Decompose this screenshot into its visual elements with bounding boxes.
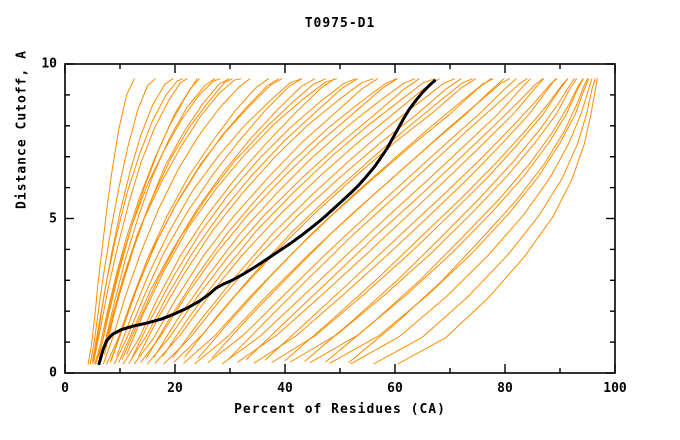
prediction-curve — [126, 78, 338, 355]
prediction-curve — [100, 78, 233, 360]
prediction-curve — [94, 78, 198, 365]
prediction-curve — [290, 78, 577, 363]
prediction-curve — [373, 78, 596, 365]
reference-curve — [97, 79, 437, 366]
curves-layer — [87, 78, 598, 366]
prediction-curve — [106, 78, 269, 365]
prediction-curve — [183, 78, 492, 364]
y-axis-label: Distance Cutoff, A — [14, 50, 30, 209]
prediction-curve — [253, 78, 557, 364]
x-tick-label: 40 — [277, 381, 293, 396]
prediction-curve — [116, 78, 302, 357]
prediction-curve — [211, 78, 510, 359]
prediction-curve — [348, 78, 588, 363]
prediction-curve — [194, 78, 505, 365]
prediction-curve — [97, 78, 216, 365]
prediction-curve — [145, 78, 397, 359]
prediction-curve — [350, 78, 593, 365]
prediction-curve — [87, 78, 135, 365]
prediction-curve — [197, 78, 494, 359]
x-tick-label: 20 — [167, 381, 183, 396]
prediction-curve — [114, 78, 302, 365]
y-tick-label: 0 — [49, 365, 57, 381]
prediction-curve — [173, 78, 476, 363]
prediction-curve — [153, 78, 416, 358]
prediction-curve — [154, 78, 440, 364]
prediction-curve — [246, 78, 543, 360]
prediction-curve — [138, 78, 374, 357]
prediction-curve — [284, 78, 569, 362]
prediction-curve — [103, 78, 251, 365]
prediction-curve — [221, 78, 531, 365]
prediction-curve — [147, 78, 420, 365]
x-axis-label: Percent of Residues (CA) — [234, 402, 446, 417]
prediction-curve — [110, 78, 283, 362]
x-tick-label: 60 — [387, 381, 403, 396]
x-tick-label: 80 — [497, 381, 513, 396]
prediction-curve — [228, 78, 528, 360]
chart-title: T0975-D1 — [304, 16, 376, 31]
prediction-curve — [207, 78, 517, 363]
prediction-curve — [131, 78, 356, 359]
prediction-curve — [163, 78, 462, 365]
y-tick-label: 10 — [41, 56, 57, 72]
prediction-curve — [237, 78, 544, 363]
prediction-curve — [118, 78, 316, 363]
prediction-curve — [309, 78, 584, 363]
prediction-curve — [122, 78, 335, 365]
prediction-curve — [121, 78, 327, 360]
x-tick-label: 100 — [603, 381, 627, 396]
prediction-curve — [271, 78, 569, 363]
prediction-curve — [128, 78, 359, 364]
prediction-curve — [89, 78, 156, 365]
prediction-curve — [329, 78, 590, 364]
prediction-curve — [92, 78, 174, 364]
prediction-curve — [92, 78, 184, 362]
prediction-curve — [325, 78, 584, 363]
prediction-curve — [172, 78, 455, 359]
y-tick-label: 5 — [49, 211, 57, 226]
y-axis-label-wrapper: Distance Cutoff, A — [11, 30, 30, 230]
prediction-curve — [98, 78, 221, 359]
prediction-curve — [104, 78, 242, 355]
x-tick-label: 0 — [61, 381, 69, 396]
prediction-curve — [264, 78, 558, 361]
prediction-curve — [93, 78, 188, 363]
axes-layer — [64, 63, 616, 374]
prediction-curve — [184, 78, 473, 358]
prediction-curve — [304, 78, 575, 362]
prediction-curve — [397, 78, 598, 365]
